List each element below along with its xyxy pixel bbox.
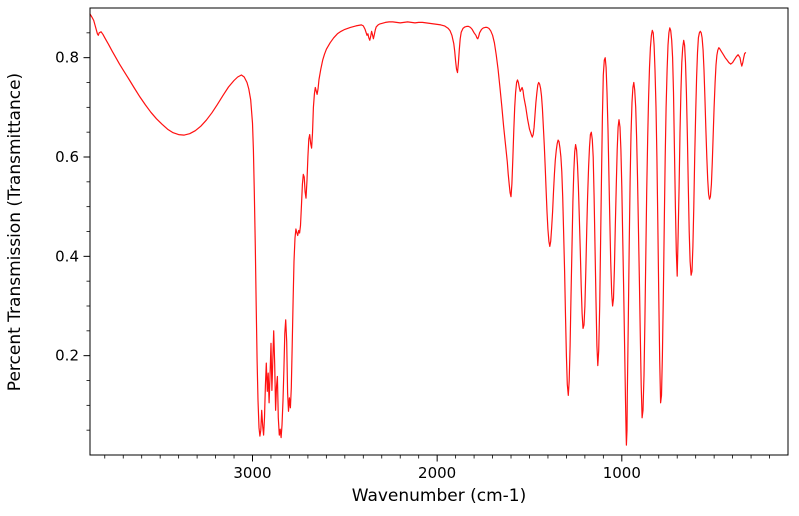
y-tick-label: 0.2 xyxy=(55,347,79,365)
x-tick-label: 2000 xyxy=(418,464,456,482)
y-tick-label: 0.8 xyxy=(55,49,79,67)
x-tick-label: 3000 xyxy=(233,464,271,482)
spectrum-line xyxy=(89,13,747,446)
x-tick-label: 1000 xyxy=(603,464,641,482)
y-tick-label: 0.4 xyxy=(55,247,79,265)
y-tick-label: 0.6 xyxy=(55,148,79,166)
x-axis-label: Wavenumber (cm-1) xyxy=(352,486,527,506)
y-axis-label: Percent Transmission (Transmittance) xyxy=(5,73,25,391)
plot-border xyxy=(89,7,789,456)
